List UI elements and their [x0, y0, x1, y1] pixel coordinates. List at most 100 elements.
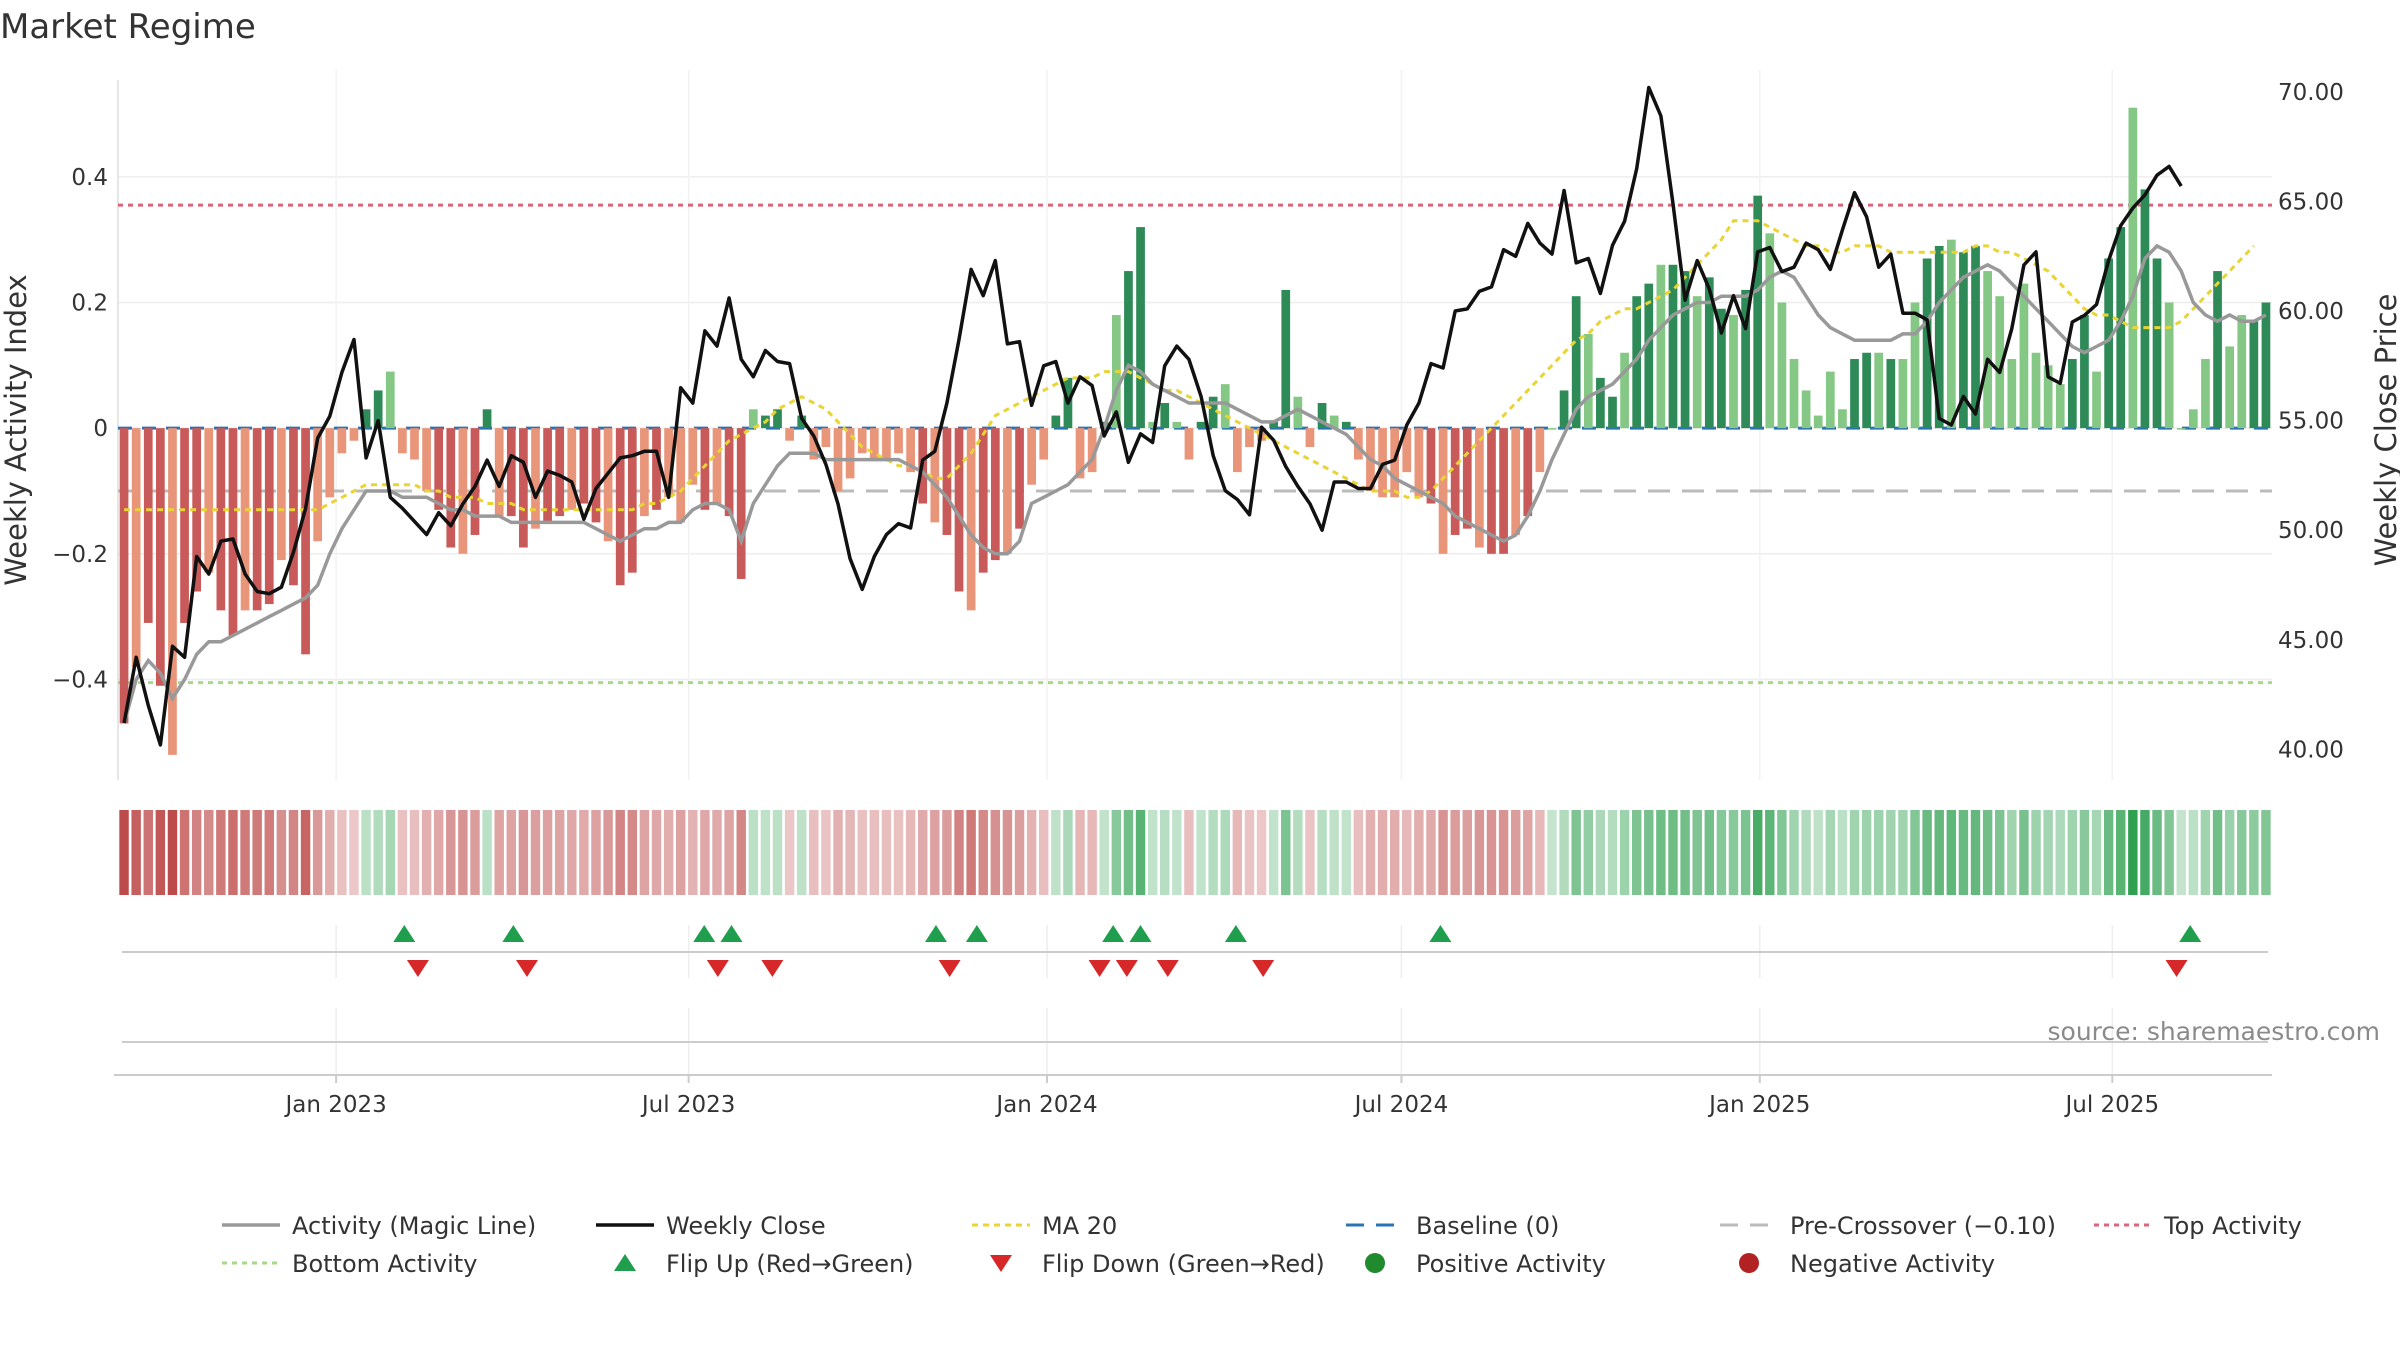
activity-bar	[664, 428, 673, 498]
activity-bar	[700, 428, 710, 510]
activity-bar	[2140, 189, 2150, 429]
regime-strip-cell	[1099, 810, 1109, 895]
regime-strip-cell	[228, 810, 238, 895]
regime-strip-cell	[1438, 810, 1448, 895]
y-axis-right: 70.00 65.00 60.00 55.00 50.00 45.00 40.00	[2278, 80, 2344, 763]
activity-bar	[1862, 352, 1871, 429]
flip-up-marker	[1129, 925, 1152, 942]
regime-strip-cell	[2200, 810, 2211, 895]
activity-bar	[410, 428, 419, 460]
regime-strip-cell	[821, 810, 831, 895]
regime-strip-cell	[1571, 810, 1581, 895]
activity-bar	[652, 428, 661, 510]
regime-strip-cell	[409, 810, 420, 895]
flip-down-marker	[1088, 960, 1111, 977]
activity-bar	[543, 428, 552, 523]
activity-bar	[1596, 377, 1605, 429]
y2-tick-label: 55.00	[2278, 409, 2344, 435]
regime-strip-cell	[179, 810, 190, 895]
activity-bar	[869, 428, 879, 460]
activity-bar	[1402, 428, 1412, 473]
activity-bar	[506, 428, 516, 517]
regime-strip-cell	[930, 810, 940, 895]
regime-strip-cell	[2164, 810, 2174, 895]
regime-strip-cell	[1886, 810, 1896, 895]
flip-up-marker	[1429, 925, 1452, 942]
activity-bar	[2104, 258, 2113, 429]
activity-bar	[567, 428, 577, 510]
activity-bar	[1922, 258, 1932, 429]
regime-strip-cell	[325, 810, 335, 895]
regime-strip-cell	[397, 810, 408, 895]
regime-strip-cell	[893, 810, 904, 895]
activity-bar	[325, 428, 335, 498]
activity-bar	[204, 428, 214, 573]
activity-bar	[1995, 296, 2005, 429]
regime-strip-cell	[1014, 810, 1025, 895]
regime-strip-cell	[1849, 810, 1860, 895]
regime-strip-cell	[1220, 810, 1230, 895]
activity-bar	[1075, 428, 1085, 479]
regime-strip-cell	[748, 810, 759, 895]
activity-bar	[143, 428, 153, 623]
regime-strip-cell	[1704, 810, 1715, 895]
regime-strip-cell	[1486, 810, 1497, 895]
activity-bar	[2092, 371, 2101, 429]
activity-bar	[1148, 421, 1158, 429]
regime-strip-cell	[1111, 810, 1122, 895]
regime-strip-cell	[1583, 810, 1594, 895]
activity-bar	[603, 428, 613, 542]
regime-strip-cell	[252, 810, 262, 895]
activity-bar	[1426, 428, 1436, 504]
y-tick-label: −0.4	[52, 667, 108, 693]
activity-bar	[1874, 352, 1884, 429]
regime-strip-cell	[458, 810, 468, 895]
activity-bar	[301, 428, 310, 655]
activity-bar	[773, 409, 782, 429]
legend-label: Flip Down (Green→Red)	[1042, 1250, 1325, 1278]
chart-title: Market Regime	[0, 7, 256, 47]
regime-strip-cell	[216, 810, 226, 895]
activity-bar	[1511, 428, 1521, 535]
regime-strip-cell	[845, 810, 855, 895]
regime-strip-cell	[736, 810, 746, 895]
regime-strip-cell	[1716, 810, 1727, 895]
legend-item-precross: Pre-Crossover (−0.10)	[1720, 1212, 2056, 1240]
regime-strip-cell	[1922, 810, 1932, 895]
regime-strip-cell	[2091, 810, 2102, 895]
regime-strip-cell	[482, 810, 492, 895]
regime-strip-cell	[1365, 810, 1376, 895]
regime-strip-cell	[1801, 810, 1811, 895]
activity-bar	[1983, 271, 1992, 429]
activity-bar	[240, 428, 250, 611]
regime-strip-cell	[1619, 810, 1630, 895]
y-axis-title: Weekly Activity Index	[0, 274, 33, 585]
regime-strip-cell	[1402, 810, 1412, 895]
regime-strip-cell	[1244, 810, 1255, 895]
regime-strip-cell	[1498, 810, 1509, 895]
regime-strip-cell	[1535, 810, 1545, 895]
activity-bar	[1668, 264, 1678, 429]
flip-down-marker	[515, 960, 538, 977]
regime-strip-cell	[651, 810, 662, 895]
activity-bar	[1450, 428, 1460, 535]
regime-strip-cell	[1825, 810, 1836, 895]
activity-bar	[1571, 296, 1581, 429]
legend-label: Activity (Magic Line)	[292, 1212, 536, 1240]
activity-bar	[1015, 428, 1024, 529]
activity-bar	[1341, 421, 1351, 429]
activity-bar	[1232, 428, 1242, 473]
regime-strip-cell	[2031, 810, 2041, 895]
activity-bar	[1753, 195, 1763, 429]
activity-bar	[470, 428, 480, 535]
flip-down-marker	[706, 960, 729, 977]
legend-item-negative: Negative Activity	[1739, 1250, 1995, 1278]
regime-strip-cell	[312, 810, 323, 895]
activity-bar	[1741, 289, 1750, 429]
ma20-line	[124, 219, 2255, 512]
regime-strip-cell	[1837, 810, 1848, 895]
activity-bar	[155, 428, 165, 686]
regime-strip-cell	[1317, 810, 1327, 895]
activity-bar	[1051, 415, 1061, 429]
flip-up-marker	[965, 925, 988, 942]
